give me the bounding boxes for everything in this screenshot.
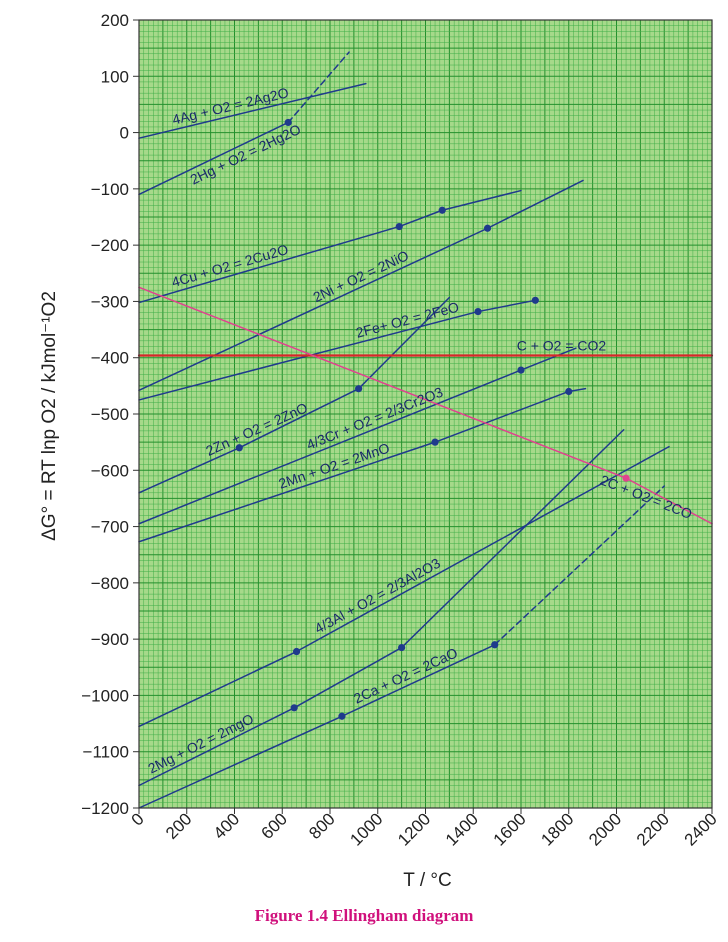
y-tick-label: −1200	[81, 799, 129, 818]
series-line-segment	[138, 707, 295, 787]
transition-point-marker	[483, 224, 492, 232]
transition-point-marker	[517, 366, 525, 374]
figure-caption: Figure 1.4 Ellingham diagram	[254, 906, 474, 925]
y-tick-label: −400	[91, 349, 129, 368]
y-tick-label: −200	[91, 236, 129, 255]
transition-point-marker	[395, 222, 403, 231]
series-line-segment	[138, 286, 627, 479]
series-line-segment	[493, 485, 665, 646]
series-line-segment	[293, 646, 403, 709]
y-tick-label: −600	[91, 461, 129, 480]
series-line-segment	[138, 121, 289, 196]
series-line-segment	[138, 227, 489, 392]
series-line-segment	[138, 650, 298, 728]
transition-point-marker	[355, 385, 363, 393]
series-label: C + O2 = CO2	[517, 337, 607, 353]
y-tick-label: −1000	[81, 686, 129, 705]
series-line-segment	[295, 445, 670, 653]
series-line-segment	[138, 82, 367, 139]
series-line-segment	[238, 387, 360, 449]
series-line-segment	[138, 369, 522, 525]
transition-point-marker	[474, 307, 482, 316]
series-line-segment	[625, 477, 713, 525]
y-tick-label: −300	[91, 292, 129, 311]
y-axis-title: ΔG° = RT lnp O2 / kJmol⁻¹O2	[39, 291, 60, 541]
x-tick-label: 1400	[442, 809, 482, 849]
x-tick-label: 0	[128, 809, 148, 829]
x-tick-label: 600	[258, 809, 291, 842]
x-tick-label: 1200	[394, 809, 434, 849]
x-tick-label: 2200	[633, 809, 673, 849]
x-tick-label: 1800	[537, 809, 577, 849]
transition-point-marker	[622, 474, 630, 482]
grid	[138, 19, 713, 809]
x-axis-title: T / °C	[403, 870, 451, 891]
y-tick-label: −500	[91, 405, 129, 424]
transition-point-marker	[284, 118, 292, 127]
data-markers	[235, 118, 630, 720]
series-line-segment	[138, 441, 436, 543]
series-line-segment	[341, 644, 496, 718]
y-tick-label: 200	[101, 11, 129, 30]
transition-point-marker	[531, 296, 539, 304]
y-tick-label: −700	[91, 518, 129, 537]
x-tick-label: 200	[162, 809, 195, 842]
y-tick-label: −100	[91, 180, 129, 199]
series-line-segment	[357, 296, 451, 390]
x-tick-label: 1600	[490, 809, 530, 849]
transition-point-marker	[235, 444, 243, 452]
x-tick-label: 400	[210, 809, 243, 842]
y-tick-label: −800	[91, 574, 129, 593]
transition-point-marker	[398, 643, 406, 652]
series-line-segment	[441, 189, 522, 211]
series-line-segment	[398, 209, 443, 228]
series-line-segment	[138, 715, 343, 809]
transition-point-marker	[338, 712, 346, 720]
transition-point-marker	[290, 704, 298, 712]
series-line-segment	[520, 347, 577, 371]
series-lines	[137, 51, 714, 809]
series-line-segment	[287, 51, 350, 124]
series-line-segment	[486, 179, 584, 230]
x-tick-label: 800	[305, 809, 338, 842]
y-tick-label: −900	[91, 630, 129, 649]
series-line-segment	[138, 225, 400, 304]
transition-point-marker	[491, 641, 499, 649]
x-tick-label: 2000	[585, 809, 625, 849]
series-line-segment	[400, 429, 625, 649]
series-line-segment	[434, 390, 570, 443]
y-tick-label: 0	[120, 124, 129, 143]
x-tick-label: 1000	[346, 809, 386, 849]
series-line-segment	[138, 447, 241, 494]
x-tick-label: 2400	[681, 809, 721, 849]
transition-point-marker	[431, 438, 439, 446]
y-tick-label: 100	[101, 67, 129, 86]
transition-point-marker	[292, 647, 301, 656]
transition-point-marker	[565, 387, 573, 396]
series-line-segment	[477, 299, 537, 313]
transition-point-marker	[438, 206, 446, 214]
y-tick-label: −1100	[83, 743, 129, 762]
